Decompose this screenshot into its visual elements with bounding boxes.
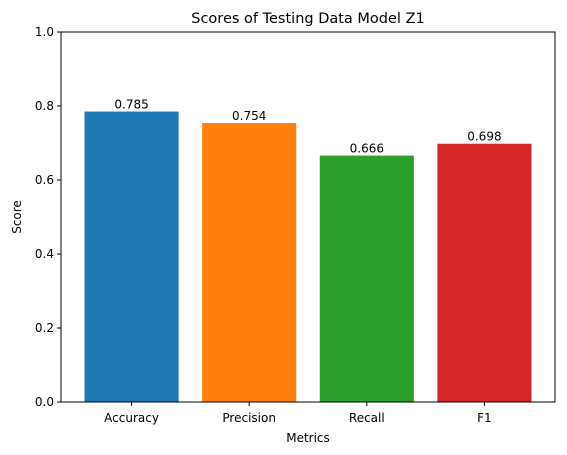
data-label-recall: 0.666	[350, 142, 384, 156]
x-tick-label: F1	[477, 411, 492, 425]
x-tick-label: Accuracy	[104, 411, 159, 425]
bar-accuracy	[84, 111, 179, 403]
data-label-f1: 0.698	[467, 130, 501, 144]
y-tick-label: 0.6	[35, 173, 54, 187]
bars-group	[84, 111, 532, 403]
y-tick-label: 0.0	[35, 395, 54, 409]
bar-precision	[202, 123, 297, 403]
x-tick-label: Recall	[349, 411, 385, 425]
y-axis-label: Score	[10, 200, 24, 234]
plot-frame	[60, 31, 556, 403]
y-tick-label: 0.2	[35, 321, 54, 335]
data-label-precision: 0.754	[232, 109, 266, 123]
x-tick-label: Precision	[222, 411, 276, 425]
y-tick-label: 0.4	[35, 247, 54, 261]
bar-recall	[319, 155, 414, 402]
x-axis-label: Metrics	[286, 431, 330, 445]
bar-f1	[437, 143, 532, 403]
data-labels-group: 0.785 0.754 0.666 0.698	[114, 98, 501, 156]
x-axis-ticks: Accuracy Precision Recall F1	[104, 402, 492, 425]
data-label-accuracy: 0.785	[114, 98, 148, 112]
chart-title: Scores of Testing Data Model Z1	[191, 11, 424, 27]
y-tick-label: 0.8	[35, 99, 54, 113]
y-tick-label: 1.0	[35, 25, 54, 39]
y-axis-ticks: 0.0 0.2 0.4 0.6 0.8 1.0	[35, 25, 61, 409]
